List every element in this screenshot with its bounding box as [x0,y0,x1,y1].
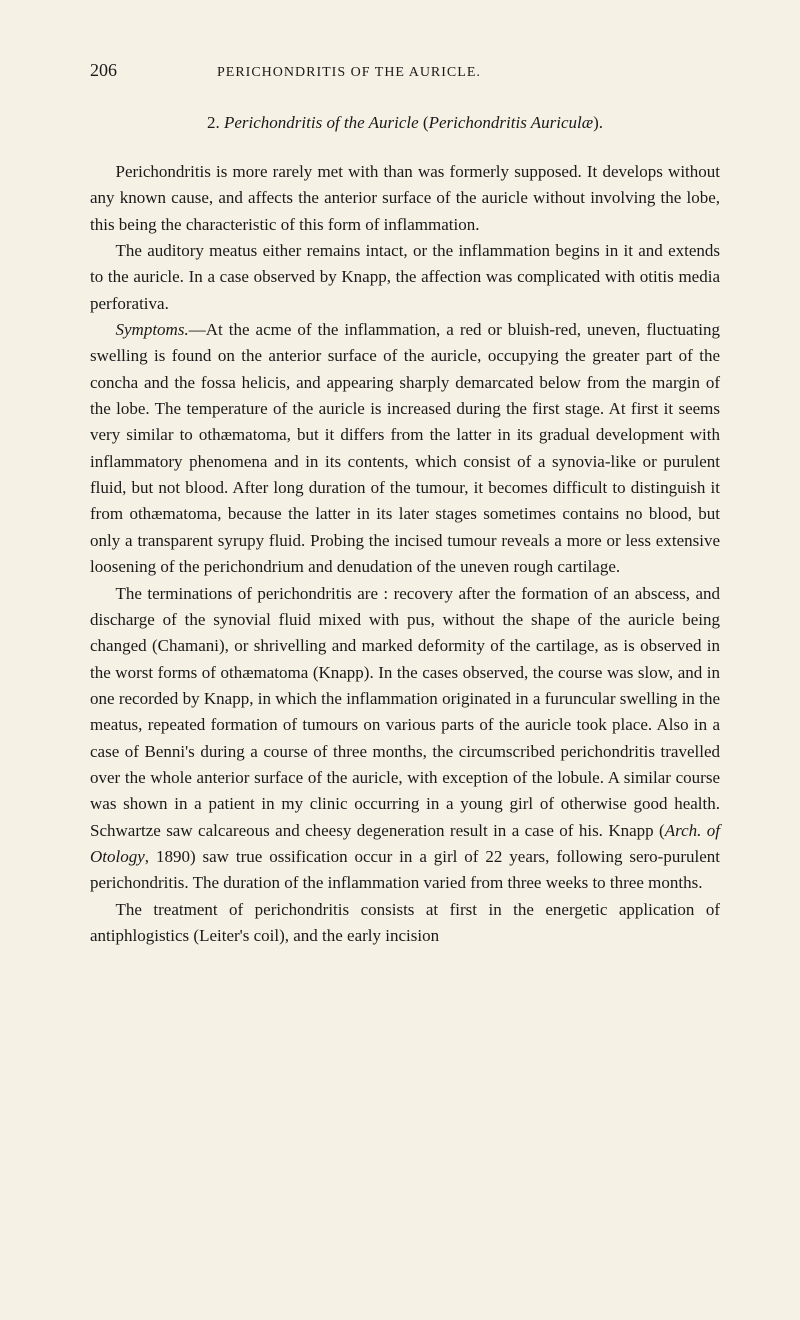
paragraph-5: The treatment of perichondritis consists… [90,897,720,950]
paragraph-2: The auditory meatus either remains intac… [90,238,720,317]
section-title-italic: Perichondritis of the Auricle [224,113,419,132]
paragraph-3: Symptoms.—At the acme of the inflammatio… [90,317,720,580]
page-number: 206 [90,60,117,81]
section-paren: (Perichondritis Auriculæ). [423,113,603,132]
section-number: 2. [207,113,220,132]
paragraph-1: Perichondritis is more rarely met with t… [90,159,720,238]
section-title: 2. Perichondritis of the Auricle (Perich… [90,113,720,133]
paren-italic: Perichondritis Auriculæ [429,113,594,132]
paragraph-4a: The terminations of perichondritis are :… [90,584,720,840]
paragraph-3-body: —At the acme of the inflammation, a red … [90,320,720,576]
paragraph-4: The terminations of perichondritis are :… [90,581,720,897]
running-head: PERICHONDRITIS OF THE AURICLE. [217,65,481,81]
page-header: 206 PERICHONDRITIS OF THE AURICLE. [90,60,720,81]
symptoms-label: Symptoms. [116,320,189,339]
paragraph-4b: , 1890) saw true ossification occur in a… [90,847,720,892]
paren-close: ). [593,113,603,132]
